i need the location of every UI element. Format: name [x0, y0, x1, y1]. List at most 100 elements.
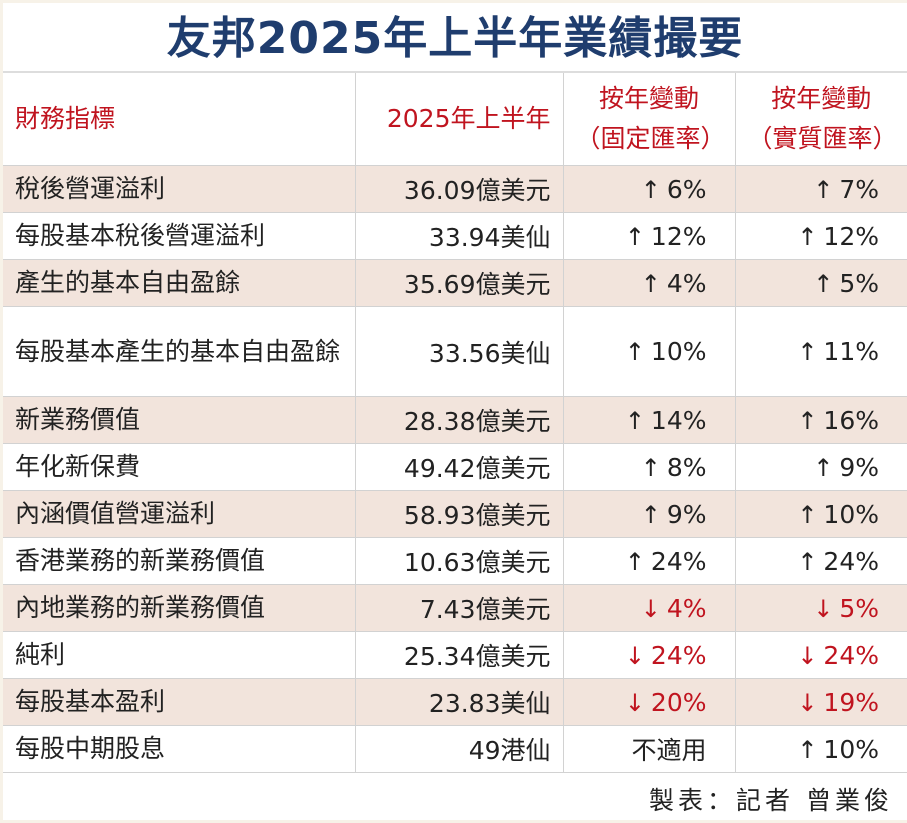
- arrow-up-icon: ↑: [624, 406, 645, 435]
- metric-value: 35.69億美元: [355, 259, 564, 307]
- metric-value-text: 36.09億美元: [403, 176, 551, 205]
- metric-value: 49港仙: [355, 725, 564, 773]
- metric-value: 25.34億美元: [355, 631, 564, 679]
- aer-change-text: 24%: [823, 640, 879, 670]
- metric-name: 內地業務的新業務價值: [3, 584, 356, 632]
- cer-change-text: 4%: [666, 268, 707, 298]
- cer-change: 不適用: [563, 725, 736, 773]
- arrow-up-icon: ↑: [624, 222, 645, 251]
- table-row: 每股基本產生的基本自由盈餘 33.56美仙 ↑ 10% ↑ 11%: [3, 306, 907, 397]
- metric-value: 7.43億美元: [355, 584, 564, 632]
- cer-change-text: 24%: [650, 640, 707, 670]
- aer-change-text: 19%: [823, 687, 879, 717]
- metric-value-text: 33.56美仙: [428, 338, 551, 368]
- results-table: 財務指標 2025年上半年 按年變動（固定匯率） 按年變動（實質匯率） 稅後營運…: [3, 73, 907, 773]
- table-row: 純利 25.34億美元 ↓ 24% ↓ 24%: [3, 631, 907, 679]
- aer-change: ↑ 7%: [735, 165, 907, 213]
- cer-change: ↓ 4%: [563, 584, 736, 632]
- arrow-down-icon: ↓: [797, 688, 818, 717]
- table-row: 新業務價值 28.38億美元 ↑ 14% ↑ 16%: [3, 396, 907, 444]
- metric-value-text: 7.43億美元: [419, 595, 551, 624]
- arrow-up-icon: ↑: [624, 338, 645, 366]
- table-row: 每股中期股息 49港仙 不適用 ↑ 10%: [3, 725, 907, 773]
- metric-value-text: 28.38億美元: [403, 407, 551, 436]
- metric-value-text: 35.69億美元: [403, 270, 551, 299]
- arrow-down-icon: ↓: [813, 594, 834, 623]
- arrow-up-icon: ↑: [797, 500, 818, 529]
- cer-change: ↑ 8%: [563, 443, 736, 491]
- arrow-up-icon: ↑: [640, 453, 661, 482]
- arrow-up-icon: ↑: [797, 222, 818, 251]
- aer-change-text: 9%: [839, 452, 879, 482]
- metric-name-text: 每股基本產生的基本自由盈餘: [15, 336, 341, 366]
- cer-change: ↑ 9%: [563, 490, 736, 538]
- aer-change-text: 7%: [839, 174, 879, 204]
- metric-name-text: 每股中期股息: [15, 734, 166, 763]
- aer-change: ↑ 24%: [735, 537, 907, 585]
- metric-value: 10.63億美元: [355, 537, 564, 585]
- metric-value-text: 49港仙: [468, 736, 551, 765]
- credit-footer: 製表：記者 曾業俊: [649, 786, 893, 815]
- aer-change-text: 10%: [823, 734, 879, 764]
- metric-name-text: 產生的基本自由盈餘: [15, 268, 241, 297]
- arrow-up-icon: ↑: [797, 406, 818, 435]
- table-row: 內涵價值營運溢利 58.93億美元 ↑ 9% ↑ 10%: [3, 490, 907, 538]
- metric-name-text: 內涵價值營運溢利: [15, 499, 216, 528]
- metric-name: 稅後營運溢利: [3, 165, 356, 213]
- cer-change-text: 14%: [650, 405, 707, 435]
- header-aer-change: 按年變動（實質匯率）: [735, 73, 907, 166]
- table-row: 內地業務的新業務價值 7.43億美元 ↓ 4% ↓ 5%: [3, 584, 907, 632]
- arrow-up-icon: ↑: [813, 453, 834, 482]
- header-metric: 財務指標: [3, 73, 356, 166]
- cer-change: ↑ 4%: [563, 259, 736, 307]
- metric-value-text: 23.83美仙: [428, 689, 551, 718]
- table-row: 香港業務的新業務價值 10.63億美元 ↑ 24% ↑ 24%: [3, 537, 907, 585]
- arrow-down-icon: ↓: [797, 641, 818, 670]
- aer-change-text: 5%: [839, 268, 879, 298]
- cer-change: ↑ 10%: [563, 306, 736, 397]
- metric-value: 36.09億美元: [355, 165, 564, 213]
- cer-change: ↑ 24%: [563, 537, 736, 585]
- arrow-down-icon: ↓: [640, 594, 661, 623]
- aer-change-text: 10%: [823, 499, 879, 529]
- arrow-up-icon: ↑: [624, 547, 645, 576]
- metric-name: 每股基本產生的基本自由盈餘: [3, 306, 356, 397]
- aer-change: ↓ 24%: [735, 631, 907, 679]
- table-row: 產生的基本自由盈餘 35.69億美元 ↑ 4% ↑ 5%: [3, 259, 907, 307]
- metric-name-text: 每股基本稅後營運溢利: [15, 221, 266, 250]
- metric-name: 內涵價值營運溢利: [3, 490, 356, 538]
- cer-change-text: 10%: [650, 337, 707, 366]
- arrow-up-icon: ↑: [640, 269, 661, 298]
- arrow-up-icon: ↑: [797, 547, 818, 576]
- metric-name: 純利: [3, 631, 356, 679]
- metric-value-text: 25.34億美元: [403, 642, 551, 671]
- arrow-down-icon: ↓: [624, 688, 645, 717]
- metric-value-text: 10.63億美元: [403, 548, 551, 577]
- aer-change: ↑ 16%: [735, 396, 907, 444]
- cer-change-text: 9%: [666, 499, 707, 529]
- metric-name: 產生的基本自由盈餘: [3, 259, 356, 307]
- arrow-up-icon: ↑: [640, 500, 661, 529]
- aer-change: ↑ 5%: [735, 259, 907, 307]
- metric-name: 每股基本稅後營運溢利: [3, 212, 356, 260]
- header-value: 2025年上半年: [355, 73, 564, 166]
- aer-change-text: 5%: [839, 593, 879, 623]
- metric-name: 香港業務的新業務價值: [3, 537, 356, 585]
- cer-change: ↑ 6%: [563, 165, 736, 213]
- cer-change-text: 6%: [666, 174, 707, 204]
- aer-change: ↓ 19%: [735, 678, 907, 726]
- arrow-up-icon: ↑: [797, 338, 818, 366]
- aer-change: ↑ 12%: [735, 212, 907, 260]
- metric-name-text: 稅後營運溢利: [15, 174, 166, 203]
- metric-name-text: 純利: [15, 640, 66, 669]
- metric-name: 每股基本盈利: [3, 678, 356, 726]
- table-row: 每股基本盈利 23.83美仙 ↓ 20% ↓ 19%: [3, 678, 907, 726]
- aer-change: ↑ 9%: [735, 443, 907, 491]
- arrow-up-icon: ↑: [813, 269, 834, 298]
- aer-change-text: 12%: [823, 221, 879, 251]
- metric-name-text: 內地業務的新業務價值: [15, 593, 266, 622]
- cer-change-text: 20%: [650, 687, 707, 717]
- cer-change: ↓ 20%: [563, 678, 736, 726]
- cer-change-text: 8%: [666, 452, 707, 482]
- metric-name-text: 香港業務的新業務價值: [15, 546, 266, 575]
